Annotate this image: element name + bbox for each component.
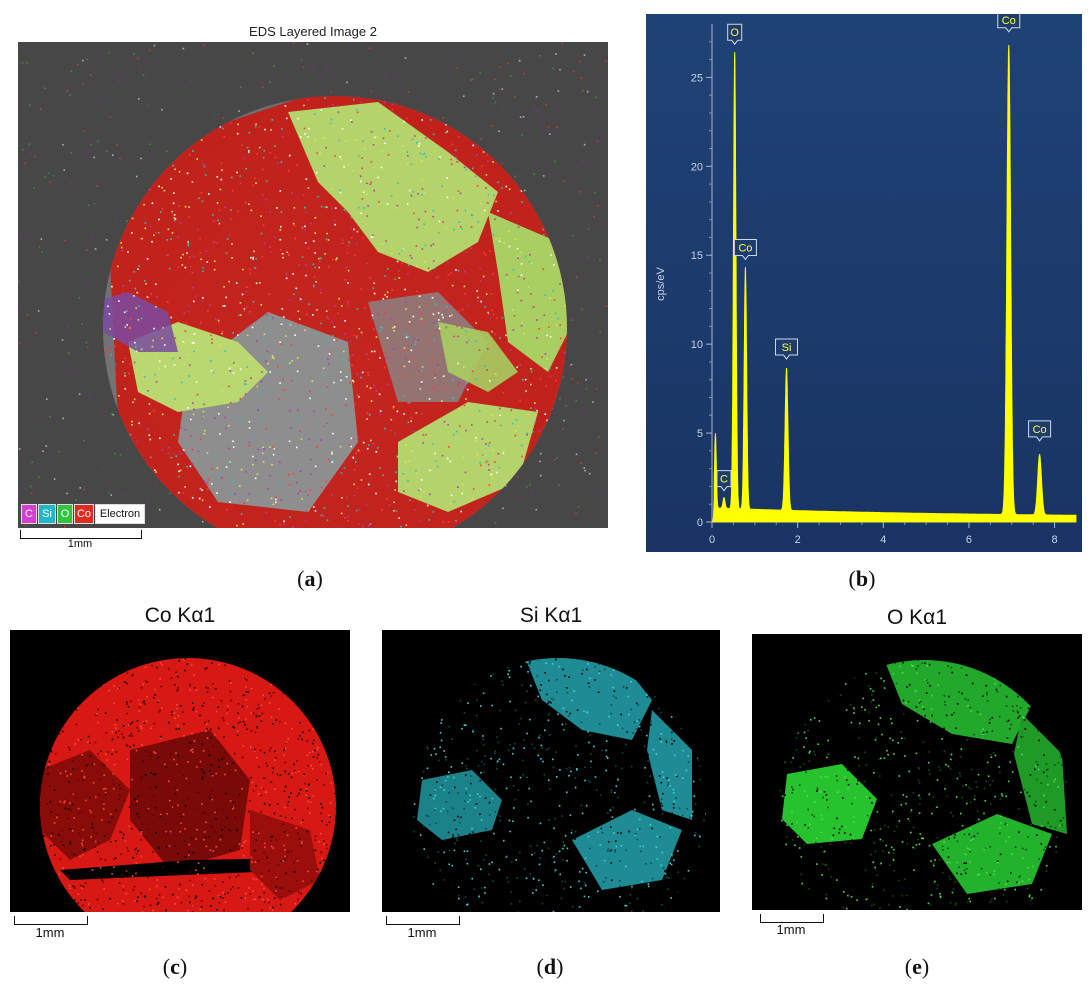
x-tick-label: 0 (709, 534, 715, 546)
panel-c-map (10, 630, 350, 920)
legend-o: O (57, 504, 73, 524)
panel-a-caption: (a) (297, 566, 323, 591)
panel-c-title: Co Kα1 (144, 604, 216, 627)
x-tick-label: 2 (795, 534, 801, 546)
panel-d-scalebar (386, 916, 460, 925)
spectrum-trace (712, 45, 1077, 523)
y-tick-label: 10 (691, 339, 703, 351)
panel-b-caption: (b) (848, 566, 876, 591)
legend-electron: Electron (95, 504, 145, 524)
panel-e-scale-label: 1mm (776, 922, 806, 937)
panel-c-scalebar (14, 916, 88, 925)
panel-b-spectrum: 0 5 10 15 20 25 0 2 4 6 8 C O Co Si Co Co cps/eV (646, 14, 1082, 552)
svg-text:Co: Co (1002, 15, 1016, 27)
peak-label-si: Si (775, 338, 799, 360)
x-tick-label: 6 (966, 534, 972, 546)
panel-d-title: Si Kα1 (519, 604, 583, 627)
panel-a-legend: C Si O Co Electron (21, 504, 151, 524)
peak-label-c: C (716, 470, 732, 492)
svg-text:Co: Co (738, 242, 752, 254)
legend-co: Co (74, 504, 94, 524)
eds-spectrum-chart: 0 5 10 15 20 25 0 2 4 6 8 C O Co Si Co Co cps/eV (646, 14, 1082, 552)
panel-d-scale-label: 1mm (407, 925, 437, 940)
panel-e-map (752, 634, 1082, 912)
eds-layered-image (18, 42, 608, 528)
x-tick-label: 4 (880, 534, 886, 546)
peak-label-co: Co (997, 14, 1021, 33)
y-tick-label: 15 (691, 250, 703, 262)
y-tick-label: 5 (697, 428, 703, 440)
legend-c: C (21, 504, 37, 524)
svg-text:C: C (720, 474, 728, 486)
svg-text:O: O (730, 27, 739, 39)
panel-a-scale-label: 1mm (67, 538, 93, 550)
panel-a-title: EDS Layered Image 2 (249, 24, 377, 39)
peak-label-o: O (727, 23, 743, 46)
panel-c-scale-label: 1mm (35, 925, 65, 940)
peak-label-co: Co (733, 238, 757, 261)
panel-a-image: C Si O Co Electron (18, 42, 608, 528)
panel-d-map (382, 630, 720, 914)
y-tick-label: 0 (697, 517, 703, 529)
y-tick-label: 20 (691, 161, 703, 173)
svg-text:Si: Si (782, 342, 792, 354)
legend-si: Si (38, 504, 56, 524)
svg-text:Co: Co (1033, 424, 1047, 436)
panel-c-caption: (c) (162, 954, 188, 979)
y-tick-label: 25 (691, 72, 703, 84)
panel-e-caption: (e) (904, 954, 930, 979)
peak-label-co: Co (1028, 420, 1052, 442)
x-tick-label: 8 (1052, 534, 1058, 546)
panel-e-title: O Kα1 (887, 606, 947, 629)
panel-e-scalebar (760, 914, 824, 923)
y-axis-label: cps/eV (655, 267, 667, 301)
panel-d-caption: (d) (536, 954, 564, 979)
panel-a-scalebar (20, 530, 142, 539)
